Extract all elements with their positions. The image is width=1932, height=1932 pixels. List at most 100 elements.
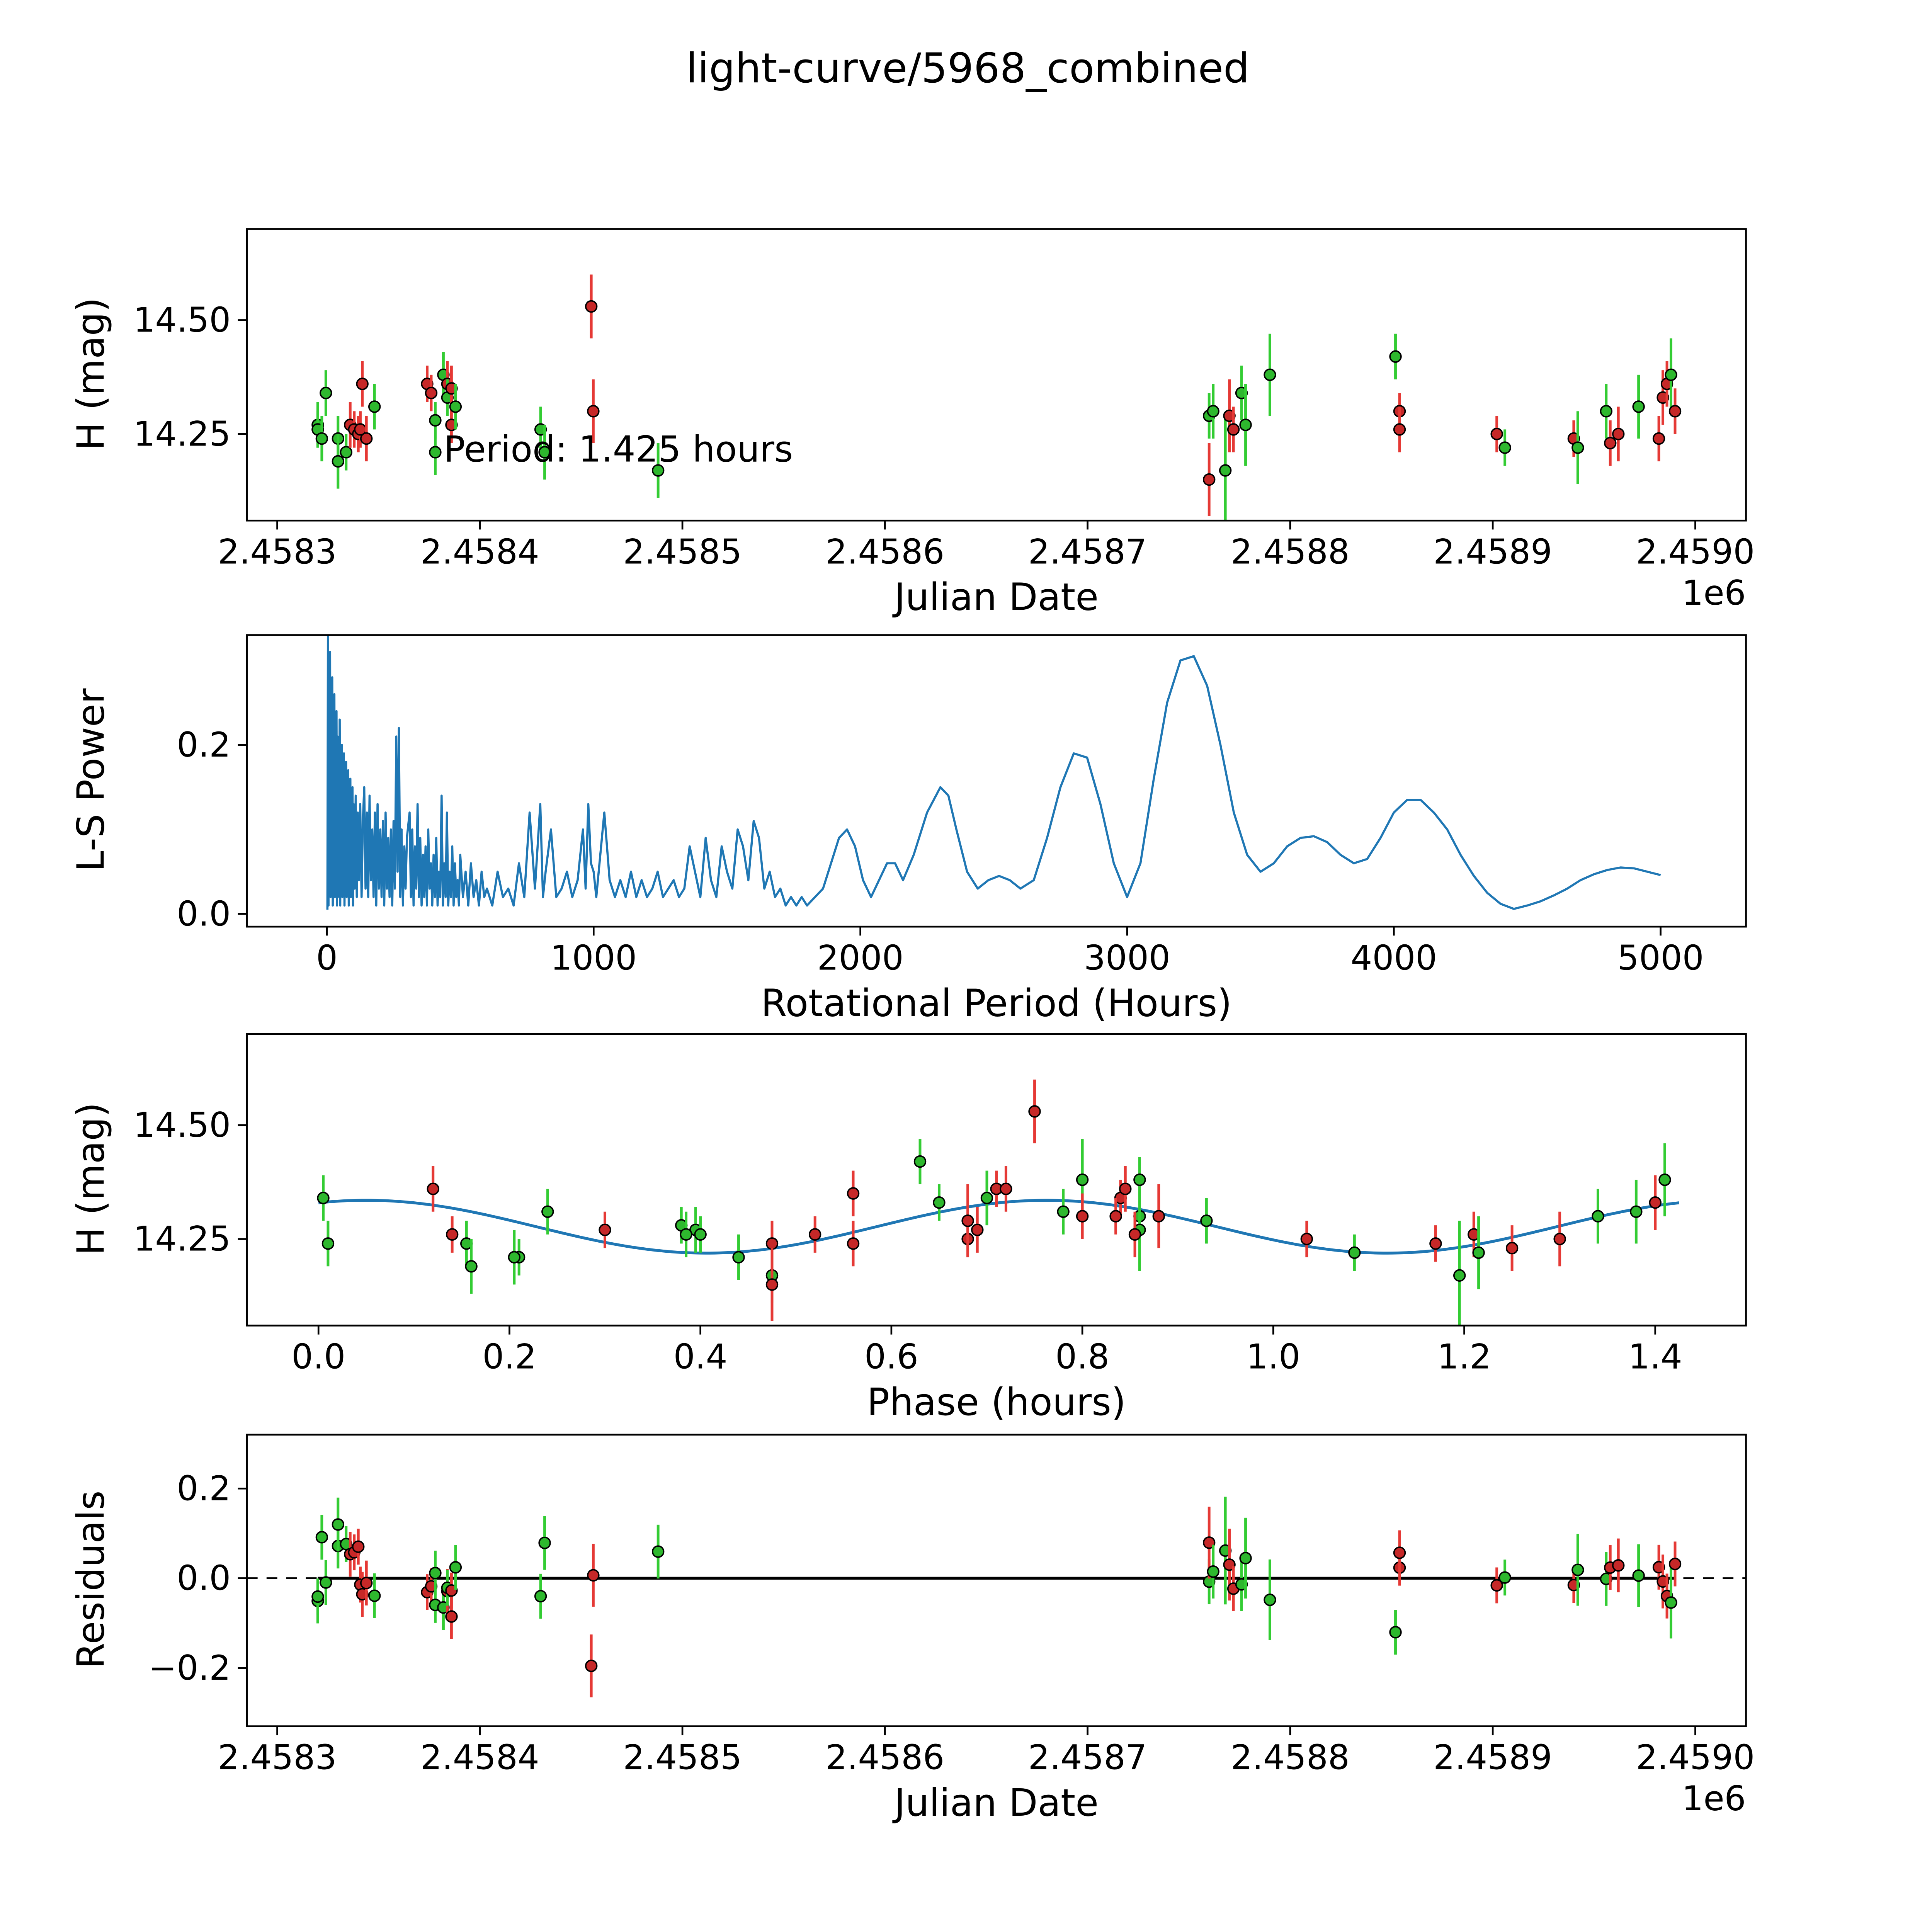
data-point — [1000, 1182, 1012, 1196]
panel1-y-axis-label: H (mag) — [69, 298, 113, 451]
x-tick-label: 2.4583 — [218, 532, 337, 571]
data-point — [1393, 1546, 1406, 1559]
period-annotation: Period: 1.425 hours — [444, 428, 793, 470]
x-tick-label: 1.4 — [1628, 1337, 1682, 1377]
data-point — [508, 1251, 521, 1264]
panel1-axis-offset-label: 1e6 — [1682, 573, 1746, 613]
data-point — [980, 1192, 993, 1204]
data-point — [1630, 1205, 1643, 1218]
data-point — [1264, 1594, 1276, 1606]
x-tick-label: 2.4588 — [1231, 1738, 1350, 1777]
data-point — [694, 1228, 707, 1241]
data-point — [808, 1228, 821, 1241]
axes-frame — [246, 1033, 1747, 1327]
data-point — [1429, 1237, 1442, 1250]
data-point — [847, 1237, 860, 1250]
data-point — [356, 378, 369, 390]
data-point — [449, 400, 462, 413]
data-point — [425, 386, 438, 400]
data-point — [446, 1228, 459, 1241]
data-point — [1109, 1210, 1122, 1223]
x-tick-label: 2.4587 — [1028, 532, 1147, 571]
data-point — [429, 414, 442, 427]
x-tick-label: 2.4586 — [825, 1738, 944, 1777]
data-point — [1490, 427, 1503, 440]
data-point — [320, 386, 332, 400]
y-tick-label: −0.2 — [148, 1648, 231, 1688]
x-tick-label: 2.4590 — [1636, 532, 1755, 571]
x-tick-label: 5000 — [1617, 938, 1704, 978]
x-tick-label: 2.4585 — [623, 532, 742, 571]
figure-title: light-curve/5968_combined — [686, 44, 1250, 92]
data-point — [340, 446, 352, 459]
panel-periodogram: 0 1000 2000 3000 4000 5000 0.0 0.2 — [177, 634, 1747, 978]
data-point — [332, 1518, 345, 1531]
data-point — [1649, 1196, 1662, 1209]
y-tick-label: 14.25 — [133, 1219, 231, 1259]
data-point — [1658, 1173, 1671, 1186]
data-point — [1227, 423, 1240, 436]
data-point — [541, 1205, 554, 1218]
data-point — [933, 1196, 946, 1209]
axes-frame — [246, 634, 1747, 928]
x-tick-label: 2.4585 — [623, 1738, 742, 1777]
data-point — [1498, 441, 1511, 454]
panel3-y-axis-label: H (mag) — [69, 1102, 113, 1255]
data-point — [1076, 1173, 1089, 1186]
data-point — [1389, 1626, 1402, 1639]
data-point — [321, 1237, 335, 1250]
panel4-x-axis-label: Julian Date — [892, 1781, 1099, 1825]
x-tick-label: 1.2 — [1437, 1337, 1492, 1377]
data-point — [1128, 1228, 1141, 1241]
data-point — [1239, 1552, 1252, 1565]
data-point — [1202, 473, 1216, 486]
data-point — [599, 1223, 611, 1236]
panel-residuals: 2.4583 2.4584 2.4585 2.4586 2.4587 2.4588 2.45… — [148, 1434, 1755, 1777]
x-tick-label: 2.4584 — [420, 1738, 539, 1777]
data-point — [315, 432, 328, 445]
x-tick-label: 0.2 — [483, 1337, 537, 1377]
data-point — [360, 1577, 373, 1590]
x-tick-label: 1000 — [550, 938, 637, 978]
data-point — [317, 1192, 330, 1204]
data-point — [1264, 368, 1276, 381]
data-point — [445, 1610, 458, 1623]
data-point — [1632, 400, 1645, 413]
x-tick-label: 1.0 — [1246, 1337, 1300, 1377]
data-point — [1604, 437, 1617, 449]
x-tick-label: 4000 — [1350, 938, 1437, 978]
data-point — [1057, 1205, 1070, 1218]
data-point — [449, 1561, 462, 1574]
data-point — [1632, 1569, 1645, 1582]
data-point — [1498, 1571, 1511, 1584]
data-point — [1665, 1596, 1677, 1609]
data-point — [352, 1540, 365, 1553]
data-point — [360, 432, 373, 445]
panel2-y-axis-label: L-S Power — [69, 688, 113, 871]
data-point — [732, 1251, 745, 1264]
data-point — [1612, 427, 1625, 440]
axes-frame — [246, 228, 1747, 522]
x-tick-label: 2.4584 — [420, 532, 539, 571]
data-point — [1207, 1565, 1219, 1578]
data-point — [1652, 432, 1665, 445]
data-point — [971, 1223, 984, 1236]
y-tick-label: 14.25 — [133, 414, 231, 454]
data-point — [427, 1182, 439, 1196]
data-point — [320, 1576, 332, 1589]
panel4-y-axis-label: Residuals — [69, 1490, 113, 1668]
x-tick-label: 2.4589 — [1433, 1738, 1552, 1777]
y-tick-label: 0.0 — [177, 1558, 231, 1598]
y-tick-label: 0.2 — [177, 725, 231, 765]
data-point — [913, 1155, 927, 1168]
data-point — [680, 1228, 692, 1241]
data-point — [1472, 1246, 1485, 1259]
data-point — [847, 1187, 860, 1200]
panel1-x-axis-label: Julian Date — [892, 575, 1099, 619]
data-point — [1600, 405, 1612, 418]
data-point — [534, 1590, 547, 1603]
data-point — [1553, 1233, 1566, 1245]
data-point — [1668, 1558, 1682, 1570]
data-point — [765, 1237, 779, 1250]
data-point — [465, 1260, 478, 1273]
